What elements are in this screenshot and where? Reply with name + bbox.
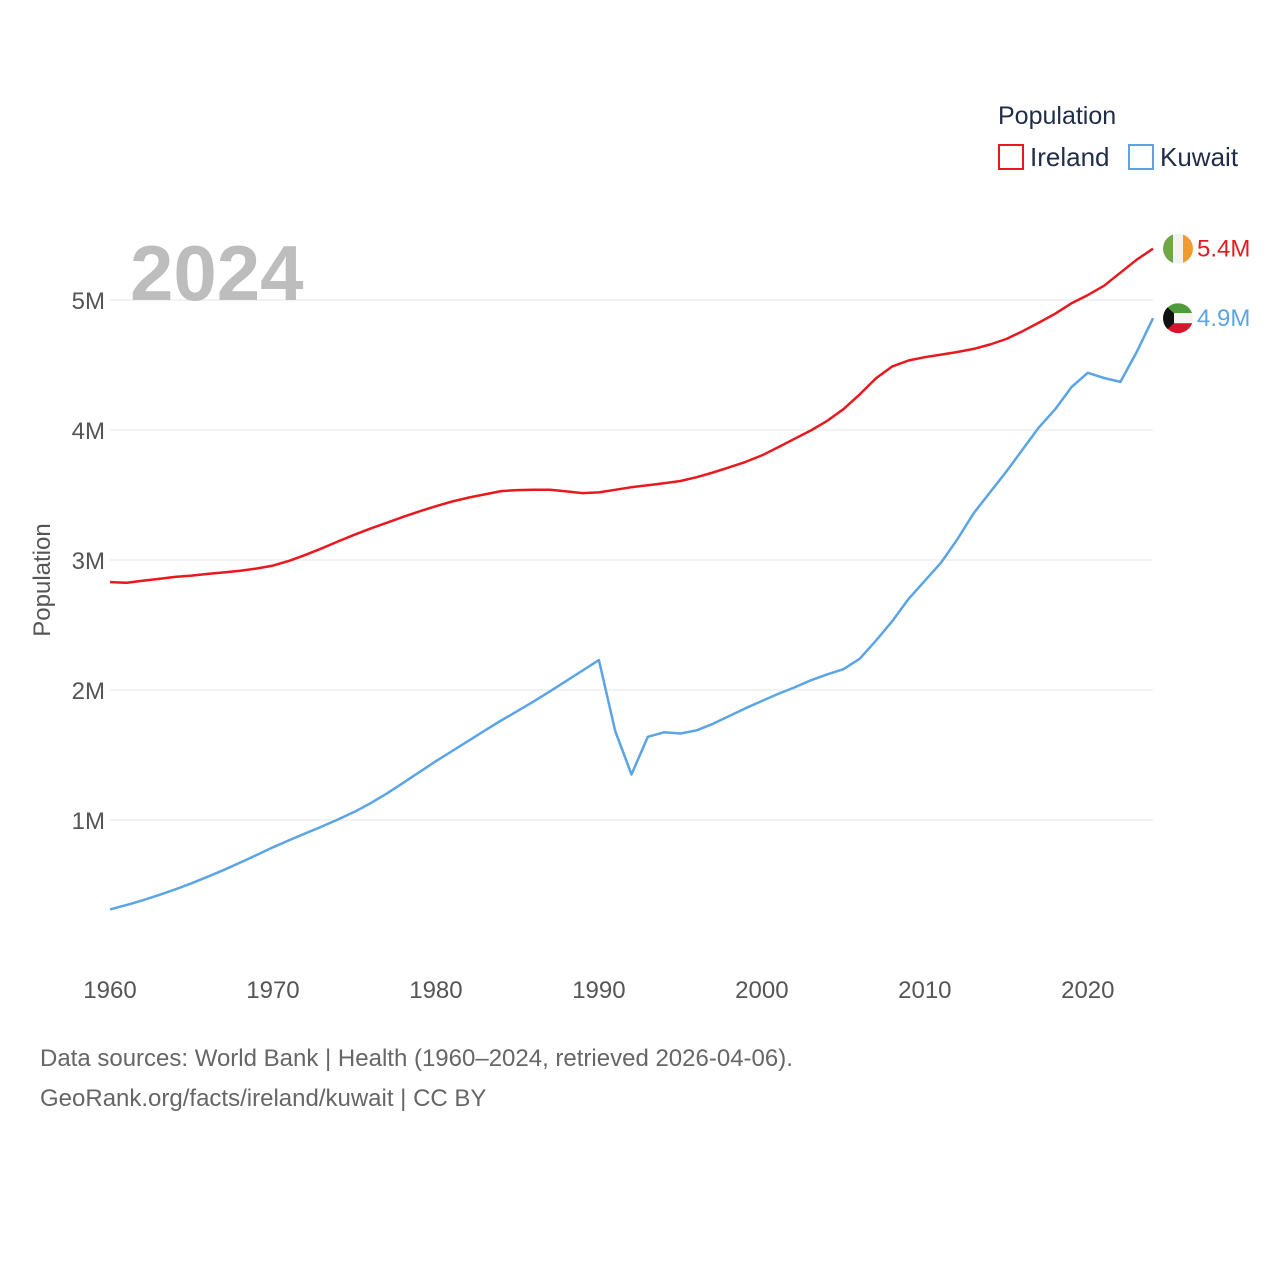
legend-item-kuwait[interactable]: Kuwait [1128, 142, 1239, 172]
y-tick-label: 3M [72, 548, 105, 575]
grid-lines [110, 299, 1153, 821]
year-label: 2024 [130, 229, 304, 317]
x-tick-label: 1980 [409, 977, 462, 1004]
end-label-kuwait: 4.9M [1197, 305, 1250, 332]
x-tick-label: 2020 [1061, 977, 1114, 1004]
y-tick-label: 4M [72, 418, 105, 445]
legend-title: Population [998, 102, 1116, 130]
legend-label-ireland: Ireland [1030, 142, 1110, 172]
x-axis-ticks: 1960 1970 1980 1990 2000 2010 2020 [83, 977, 1114, 1004]
y-tick-label: 1M [72, 808, 105, 835]
series-line-kuwait [109, 317, 1155, 911]
end-labels: 5.4M 4.9M [1163, 233, 1250, 334]
legend: Population Ireland Kuwait [998, 102, 1239, 172]
x-tick-label: 1960 [83, 977, 136, 1004]
x-tick-label: 1990 [572, 977, 625, 1004]
ireland-flag-icon [1163, 233, 1193, 264]
legend-item-ireland[interactable]: Ireland [998, 142, 1110, 172]
end-label-ireland: 5.4M [1197, 236, 1250, 263]
x-tick-label: 2000 [735, 977, 788, 1004]
y-tick-label: 2M [72, 678, 105, 705]
series-line-ireland [109, 247, 1154, 585]
source-line-1: Data sources: World Bank | Health (1960–… [40, 1045, 793, 1072]
source-line-2: GeoRank.org/facts/ireland/kuwait | CC BY [40, 1085, 487, 1112]
y-axis-title: Population [29, 523, 56, 636]
x-tick-label: 2010 [898, 977, 951, 1004]
legend-swatch-kuwait [1128, 144, 1154, 170]
legend-swatch-ireland [998, 144, 1024, 170]
series-lines [109, 247, 1155, 911]
legend-label-kuwait: Kuwait [1160, 142, 1239, 172]
y-tick-label: 5M [72, 288, 105, 315]
y-axis-ticks: 1M 2M 3M 4M 5M [72, 288, 105, 835]
x-tick-label: 1970 [246, 977, 299, 1004]
kuwait-flag-icon [1163, 303, 1193, 334]
